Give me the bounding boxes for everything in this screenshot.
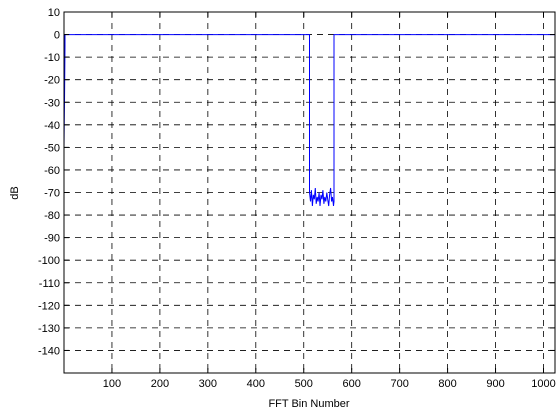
y-tick-label: -30 xyxy=(44,97,60,109)
y-tick-label: -60 xyxy=(44,165,60,177)
y-tick-label: 10 xyxy=(48,7,60,19)
x-tick-label: 200 xyxy=(151,378,169,390)
y-tick-label: -70 xyxy=(44,188,60,200)
series-layer xyxy=(63,34,555,207)
y-tick-labels: 10 0 -10 -20 -30 -40 -50 -60 -70 -80 -90 -100 -110 -1… xyxy=(38,7,60,357)
y-tick-label: -110 xyxy=(39,278,60,290)
x-tick-labels: 100 200 300 400 500 600 700 800 900 1000 xyxy=(103,378,556,390)
y-tick-label: -90 xyxy=(44,233,60,245)
x-tick-label: 600 xyxy=(343,378,361,390)
x-tick-label: 400 xyxy=(247,378,265,390)
x-tick-label: 100 xyxy=(103,378,121,390)
x-tick-label: 1000 xyxy=(531,378,555,390)
y-tick-label: -140 xyxy=(38,345,60,357)
y-tick-label: -100 xyxy=(38,255,60,267)
x-tick-label: 300 xyxy=(199,378,217,390)
y-tick-label: 0 xyxy=(54,30,60,42)
x-tick-label: 800 xyxy=(438,378,456,390)
y-axis-label: dB xyxy=(9,186,21,199)
y-tick-label: -40 xyxy=(44,120,60,132)
x-tick-label: 900 xyxy=(486,378,504,390)
x-axis-label: FFT Bin Number xyxy=(268,398,349,410)
y-tick-label: -130 xyxy=(38,323,60,335)
y-tick-label: -20 xyxy=(44,75,60,87)
y-tick-label: -120 xyxy=(38,300,60,312)
x-tick-label: 500 xyxy=(295,378,313,390)
y-tick-label: -80 xyxy=(44,210,60,222)
tick-marks xyxy=(64,11,555,373)
series-line xyxy=(63,34,555,207)
y-tick-label: -50 xyxy=(44,142,60,154)
y-tick-label: -10 xyxy=(44,52,60,64)
x-tick-label: 700 xyxy=(390,378,408,390)
